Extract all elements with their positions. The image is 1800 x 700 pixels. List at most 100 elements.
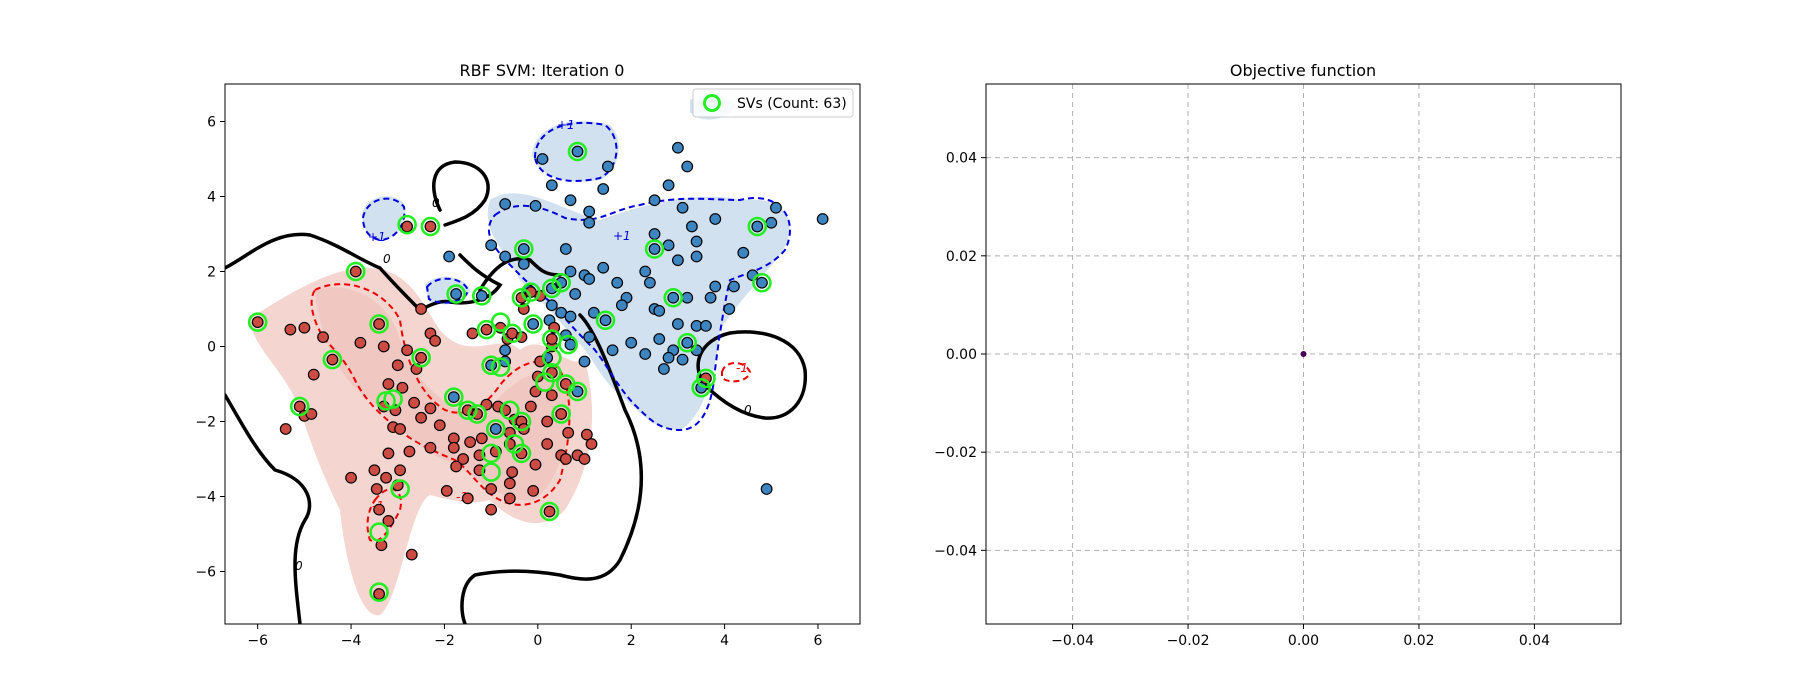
support-vector-ring — [247, 312, 268, 332]
support-vector-ring — [443, 387, 464, 407]
x-tick-label: −0.04 — [1051, 633, 1094, 649]
data-point-negative — [541, 438, 554, 450]
x-tick-label: 4 — [720, 633, 729, 649]
legend-label: SVs (Count: 63) — [737, 96, 847, 112]
data-point-positive — [615, 299, 628, 312]
support-vector-ring — [542, 347, 562, 368]
data-point-negative — [305, 408, 318, 420]
contour-label-plus-one: +1 — [557, 118, 575, 132]
support-vector-ring — [511, 411, 532, 432]
data-point-negative — [450, 460, 463, 473]
data-point-negative — [394, 464, 406, 477]
data-point-negative — [529, 458, 542, 471]
support-vector-ring — [481, 355, 501, 376]
support-vector-ring — [567, 141, 588, 162]
data-point-negative — [545, 333, 558, 345]
data-point-negative — [317, 331, 329, 344]
boundary-curve-right — [460, 313, 643, 624]
data-point-positive — [564, 310, 577, 323]
data-point-positive — [587, 306, 600, 319]
data-point-positive — [583, 331, 596, 344]
support-vector-ring — [390, 479, 410, 499]
y-tick-label: −6 — [195, 565, 216, 581]
data-point-positive — [648, 194, 661, 207]
support-vector-ring — [644, 239, 665, 259]
svm-ticks: −6 −4 −2 0 2 4 6 −6 −4 −2 0 2 4 6 — [195, 115, 822, 650]
data-point-positive — [686, 220, 698, 233]
svm-panel: RBF SVM: Iteration 0 — [195, 61, 861, 650]
margin-pos-main — [488, 197, 791, 432]
support-vector-ring — [383, 389, 403, 409]
support-vector-ring — [567, 381, 588, 402]
x-tick-label: 0.04 — [1519, 633, 1550, 649]
y-tick-label: −2 — [195, 415, 216, 431]
data-point-positive — [564, 194, 577, 207]
y-tick-label: 0 — [207, 340, 216, 356]
data-point-positive — [728, 280, 740, 293]
data-point-positive — [569, 288, 582, 300]
x-tick-label: 0.00 — [1288, 633, 1319, 649]
data-point-negative — [580, 428, 593, 441]
data-point-negative — [279, 423, 292, 435]
data-point-positive — [667, 291, 680, 304]
data-point-negative — [506, 466, 519, 479]
legend-box — [692, 88, 854, 118]
y-tick-label: 0.00 — [946, 347, 977, 363]
data-point-negative — [475, 432, 488, 445]
data-point-negative — [391, 359, 404, 372]
support-vector-ring — [747, 216, 768, 237]
support-vector-ring — [752, 272, 772, 293]
data-point-negative — [349, 265, 362, 278]
support-vector-ring — [446, 284, 466, 304]
objective-point — [1300, 351, 1307, 357]
data-point-negative — [373, 503, 385, 516]
data-point-positive — [611, 276, 624, 289]
data-point-positive — [648, 228, 661, 240]
data-point-negative — [382, 514, 395, 527]
data-point-negative — [503, 492, 516, 505]
data-point-positive — [737, 246, 750, 259]
y-tick-label: 6 — [207, 115, 216, 131]
support-vector-ring — [472, 286, 492, 306]
data-point-negative — [578, 453, 591, 465]
data-point-positive — [709, 280, 722, 293]
data-point-positive — [517, 258, 530, 270]
data-point-positive — [690, 250, 703, 263]
data-point-positive — [545, 179, 558, 192]
y-tick-label: 0.02 — [946, 249, 977, 265]
objective-title: Objective function — [1230, 61, 1376, 80]
x-tick-label: 2 — [627, 633, 636, 649]
data-point-positive — [485, 239, 498, 252]
data-point-positive — [690, 235, 703, 248]
data-point-positive — [578, 355, 591, 368]
data-point-positive — [639, 348, 652, 360]
data-point-positive — [662, 239, 675, 252]
data-point-positive — [450, 288, 463, 300]
data-point-positive — [489, 423, 502, 435]
data-point-positive — [657, 363, 670, 375]
data-point-positive — [443, 250, 456, 263]
support-vector-ring — [486, 419, 506, 439]
support-vector-ring — [691, 377, 712, 398]
data-point-positive — [681, 336, 694, 349]
y-tick-label: −4 — [195, 490, 216, 506]
data-point-positive — [653, 304, 666, 317]
data-point-positive — [672, 254, 684, 267]
support-vector-ring — [551, 404, 571, 424]
support-vector-ring — [481, 462, 501, 482]
y-tick-label: −0.04 — [934, 543, 977, 559]
contour-label-zero: 0 — [744, 403, 752, 417]
data-point-positive — [583, 205, 596, 218]
data-point-positive — [625, 336, 638, 349]
support-vector-ring — [467, 404, 487, 424]
data-point-positive — [475, 289, 488, 302]
support-vector-ring — [696, 368, 716, 389]
support-vector-ring — [490, 357, 511, 377]
support-vector-ring — [539, 501, 560, 522]
data-point-positive — [527, 318, 540, 330]
data-point-negative — [480, 323, 493, 336]
x-tick-label: −4 — [341, 633, 362, 649]
data-point-negative — [403, 445, 416, 458]
data-point-positive — [681, 160, 694, 173]
